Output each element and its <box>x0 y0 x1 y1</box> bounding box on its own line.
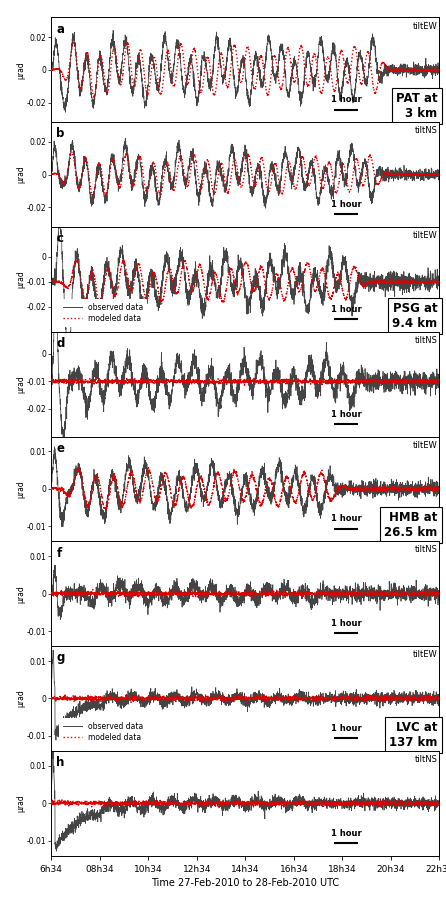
Text: tiltNS: tiltNS <box>414 545 438 554</box>
Text: HMB at
26.5 km: HMB at 26.5 km <box>384 511 438 539</box>
Text: a: a <box>56 23 64 36</box>
Text: tiltNS: tiltNS <box>414 127 438 135</box>
Text: c: c <box>56 232 63 245</box>
Text: tiltNS: tiltNS <box>414 336 438 345</box>
Text: d: d <box>56 337 65 350</box>
Text: 1 hour: 1 hour <box>331 409 362 419</box>
Text: g: g <box>56 651 65 665</box>
Text: tiltEW: tiltEW <box>413 650 438 659</box>
Text: b: b <box>56 128 65 140</box>
Y-axis label: μrad: μrad <box>17 480 25 498</box>
Text: tiltNS: tiltNS <box>414 755 438 764</box>
Y-axis label: μrad: μrad <box>17 375 25 393</box>
Text: 1 hour: 1 hour <box>331 514 362 523</box>
Y-axis label: μrad: μrad <box>17 689 25 707</box>
Text: tiltEW: tiltEW <box>413 441 438 450</box>
Text: tiltEW: tiltEW <box>413 22 438 30</box>
Y-axis label: μrad: μrad <box>17 794 25 812</box>
Text: f: f <box>56 546 62 559</box>
Text: 1 hour: 1 hour <box>331 829 362 838</box>
Text: LVC at
137 km: LVC at 137 km <box>389 721 438 749</box>
Legend: observed data, modeled data: observed data, modeled data <box>59 718 147 746</box>
Y-axis label: μrad: μrad <box>17 166 25 184</box>
Text: PAT at
3 km: PAT at 3 km <box>396 92 438 120</box>
Text: 1 hour: 1 hour <box>331 724 362 733</box>
X-axis label: Time 27-Feb-2010 to 28-Feb-2010 UTC: Time 27-Feb-2010 to 28-Feb-2010 UTC <box>151 878 339 888</box>
Y-axis label: μrad: μrad <box>17 585 25 602</box>
Text: 1 hour: 1 hour <box>331 200 362 209</box>
Text: h: h <box>56 756 65 769</box>
Text: 1 hour: 1 hour <box>331 305 362 314</box>
Text: 1 hour: 1 hour <box>331 95 362 105</box>
Text: PSG at
9.4 km: PSG at 9.4 km <box>392 302 438 330</box>
Text: e: e <box>56 442 64 454</box>
Text: 1 hour: 1 hour <box>331 620 362 628</box>
Legend: observed data, modeled data: observed data, modeled data <box>59 299 147 327</box>
Y-axis label: μrad: μrad <box>17 271 25 288</box>
Y-axis label: μrad: μrad <box>17 61 25 79</box>
Text: tiltEW: tiltEW <box>413 231 438 241</box>
